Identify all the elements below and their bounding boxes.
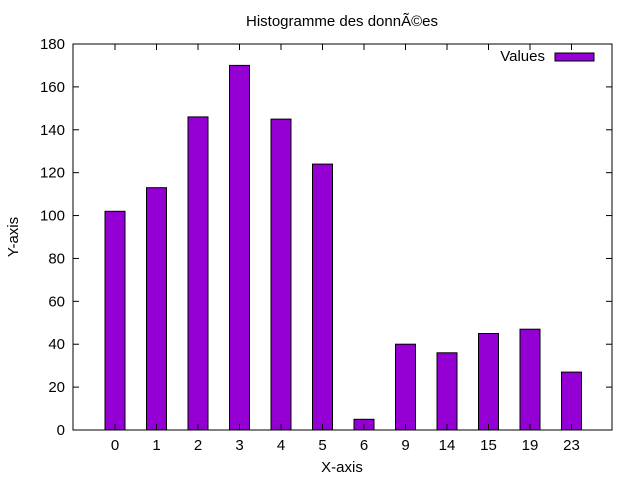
x-tick-label: 15 — [480, 437, 497, 454]
bar-14 — [436, 352, 458, 431]
y-tick-label: 140 — [40, 122, 65, 139]
legend-swatch — [554, 52, 595, 62]
x-tick-label: 9 — [401, 437, 409, 454]
y-axis: 0 20 40 60 80 100 120 140 160 180 — [40, 36, 612, 439]
bar-1 — [146, 187, 167, 431]
x-tick-label: 19 — [522, 437, 539, 454]
legend-label: Values — [500, 48, 545, 65]
bars-group — [104, 64, 582, 431]
x-tick-label: 4 — [277, 437, 285, 454]
y-tick-label: 20 — [48, 379, 65, 396]
y-tick-label: 60 — [48, 293, 65, 310]
x-tick-label: 3 — [235, 437, 243, 454]
y-tick-label: 160 — [40, 79, 65, 96]
y-axis-title: Y-axis — [5, 217, 22, 257]
y-tick-label: 80 — [48, 250, 65, 267]
x-tick-label: 1 — [152, 437, 160, 454]
x-axis-title: X-axis — [321, 459, 363, 476]
x-axis: 0 1 2 3 4 5 6 9 14 15 19 23 — [111, 44, 580, 454]
bar-2 — [187, 116, 209, 431]
bar-4 — [270, 118, 292, 431]
bar-5 — [312, 163, 333, 431]
y-tick-label: 180 — [40, 36, 65, 53]
plot-frame — [72, 43, 613, 431]
bar-23 — [561, 371, 582, 431]
bar-3 — [229, 64, 250, 431]
y-tick-label: 40 — [48, 336, 65, 353]
bar-15 — [478, 333, 499, 431]
bar-0 — [104, 210, 126, 431]
y-tick-label: 0 — [57, 422, 65, 439]
legend: Values — [500, 48, 595, 65]
bar-9 — [395, 343, 416, 431]
x-tick-label: 2 — [194, 437, 202, 454]
y-tick-label: 120 — [40, 165, 65, 182]
x-tick-label: 0 — [111, 437, 119, 454]
x-tick-label: 5 — [318, 437, 326, 454]
chart-title: Histogramme des donnÃ©es — [246, 13, 438, 30]
y-tick-label: 100 — [40, 208, 65, 225]
x-tick-label: 6 — [360, 437, 368, 454]
x-tick-label: 14 — [439, 437, 456, 454]
bar-19 — [519, 328, 541, 431]
x-tick-label: 23 — [563, 437, 580, 454]
